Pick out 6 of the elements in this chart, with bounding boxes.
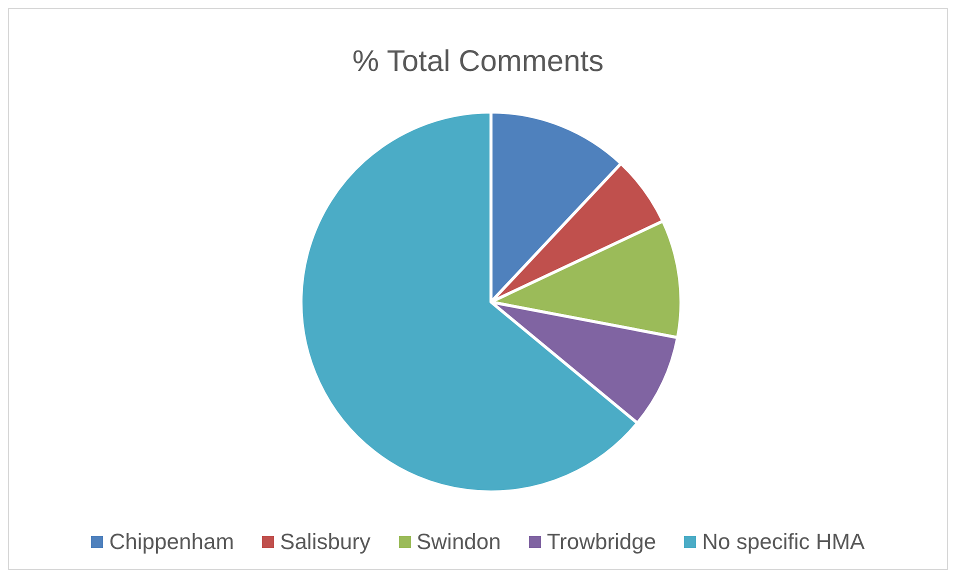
legend-label: No specific HMA [702, 529, 865, 555]
legend-label: Trowbridge [546, 529, 656, 555]
legend-label: Chippenham [109, 529, 234, 555]
chart-title: % Total Comments [351, 45, 605, 79]
legend-label: Salisbury [280, 529, 370, 555]
legend-label: Swindon [416, 529, 501, 555]
